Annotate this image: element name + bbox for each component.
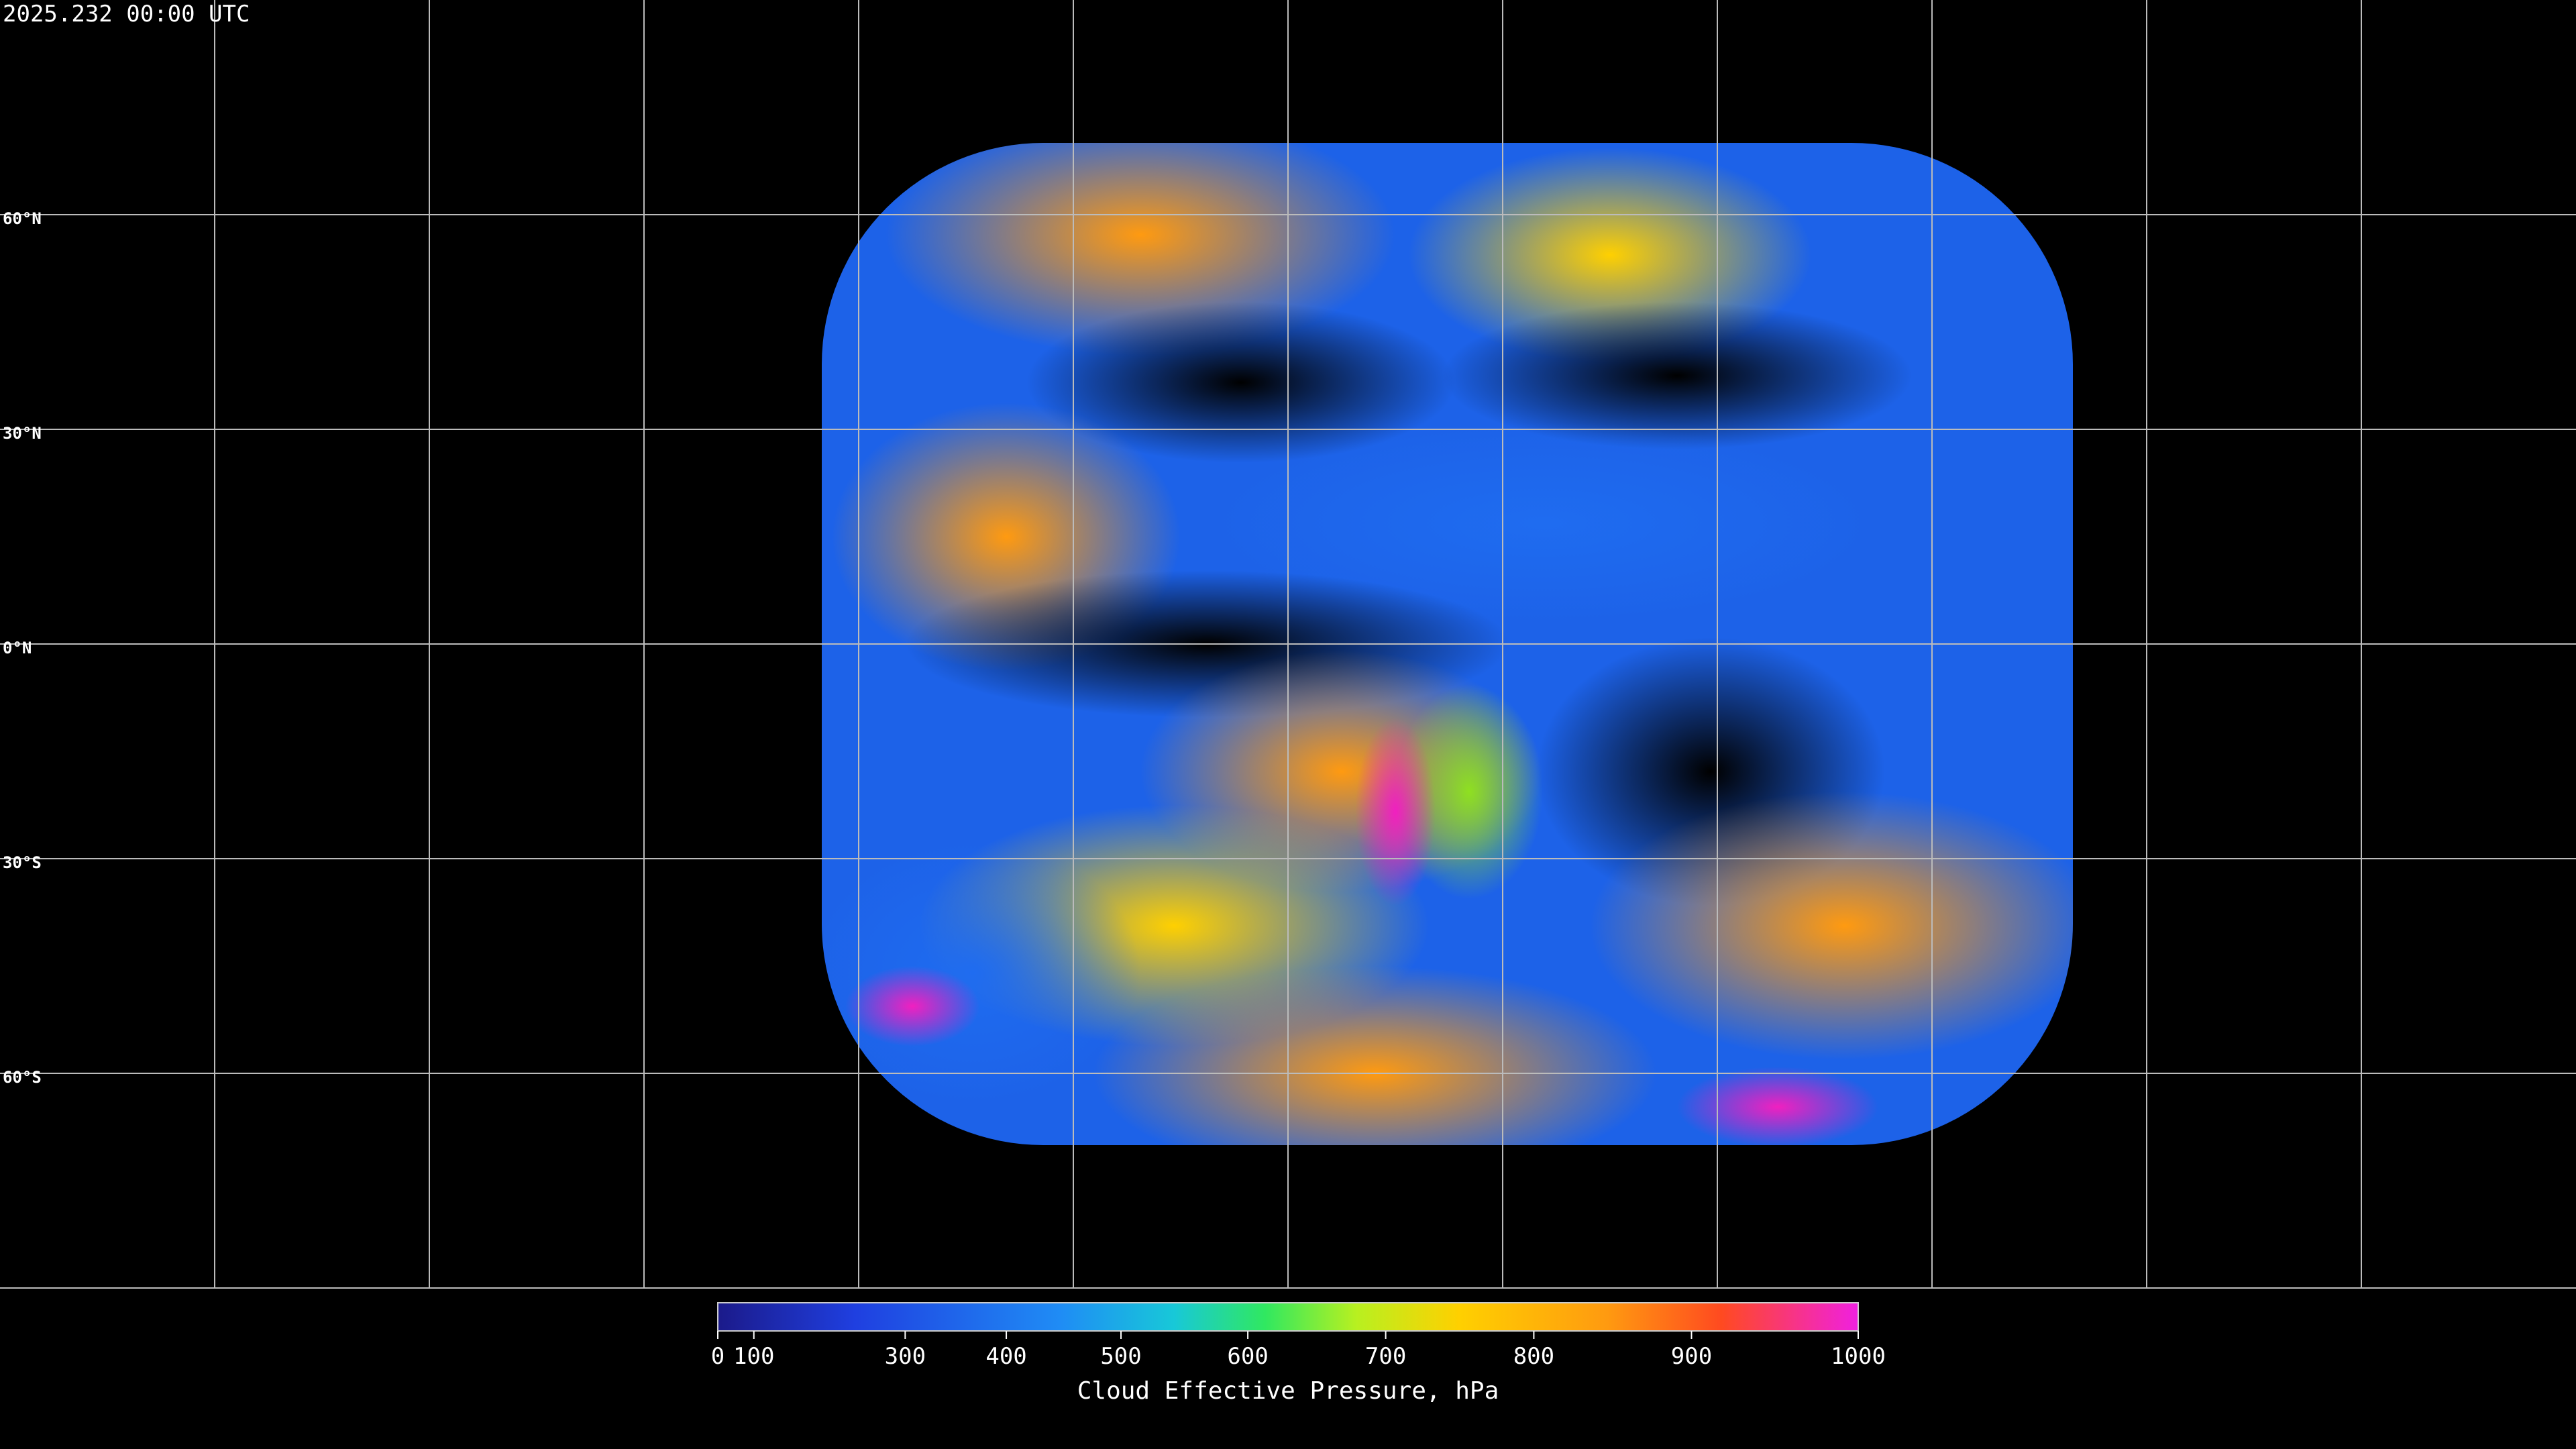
colorbar-tick-label: 700 bbox=[1365, 1343, 1406, 1370]
colorbar-tick-label: 0 bbox=[711, 1343, 724, 1370]
colorbar-tick-label: 100 bbox=[733, 1343, 774, 1370]
latitude-label: 60°S bbox=[3, 1068, 42, 1087]
graticule bbox=[0, 0, 2576, 1288]
colorbar-tick-label: 500 bbox=[1100, 1343, 1141, 1370]
latitude-label: 60°N bbox=[3, 209, 42, 228]
colorbar bbox=[717, 1302, 1859, 1332]
colorbar-tick-label: 300 bbox=[885, 1343, 926, 1370]
colorbar-tick-label: 900 bbox=[1671, 1343, 1712, 1370]
colorbar-tick-label: 800 bbox=[1513, 1343, 1554, 1370]
latitude-label: 0°N bbox=[3, 639, 32, 657]
satellite-image bbox=[822, 143, 2073, 1145]
colorbar-tick-label: 1000 bbox=[1831, 1343, 1886, 1370]
timestamp: 2025.232 00:00 UTC bbox=[3, 1, 250, 28]
latitude-label: 30°N bbox=[3, 424, 42, 443]
colorbar-label: Cloud Effective Pressure, hPa bbox=[1077, 1377, 1499, 1405]
colorbar-tick-label: 400 bbox=[985, 1343, 1026, 1370]
colorbar-tick-label: 600 bbox=[1227, 1343, 1268, 1370]
latitude-label: 30°S bbox=[3, 853, 42, 872]
